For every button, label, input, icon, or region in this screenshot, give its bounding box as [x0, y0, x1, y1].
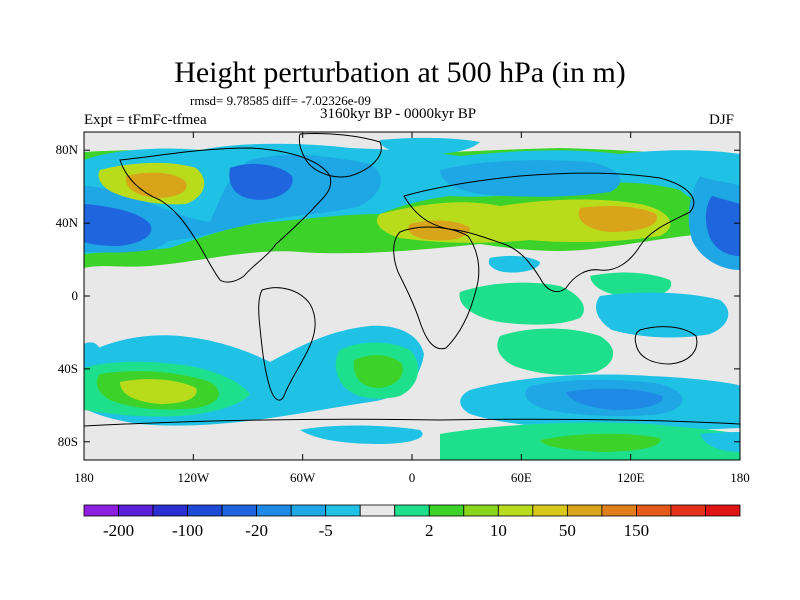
- lat-tick-label: 0: [72, 288, 79, 303]
- height-field: [84, 132, 740, 460]
- contour-nh-blue-east: [440, 160, 621, 197]
- colorbar-label: -100: [172, 521, 203, 540]
- contour-sh-yellow-w: [120, 379, 197, 404]
- colorbar-swatch: [359, 504, 396, 517]
- colorbar-swatch: [152, 504, 188, 517]
- colorbar-swatch: [497, 504, 534, 517]
- lon-tick-label: 120W: [177, 470, 210, 485]
- colorbar-label: -200: [103, 521, 134, 540]
- contour-nh-deep-blue-e: [705, 196, 740, 256]
- lon-tick-label: 120E: [617, 470, 645, 485]
- colorbar-swatch: [463, 504, 499, 517]
- stats-text: rmsd= 9.78585 diff= -7.02326e-09: [190, 93, 371, 108]
- colorbar-label: 150: [624, 521, 650, 540]
- colorbar-swatch: [428, 504, 465, 517]
- contour-trop-green-1: [459, 282, 584, 325]
- experiment-label: Expt = tFmFc-tfmea: [84, 112, 207, 128]
- colorbar-swatch: [83, 504, 119, 517]
- colorbar-swatch: [118, 504, 154, 517]
- colorbar-label: 2: [425, 521, 434, 540]
- contour-sh-green-e: [497, 328, 614, 375]
- colorbar-swatch: [636, 504, 672, 517]
- lon-tick-label: 0: [409, 470, 416, 485]
- lat-tick-label: 80N: [56, 142, 79, 157]
- colorbar-label: -20: [245, 521, 268, 540]
- lon-tick-label: 60E: [511, 470, 532, 485]
- colorbar-swatch: [256, 504, 292, 517]
- contour-nh-deep-blue: [84, 204, 152, 246]
- contour-canada-blue: [229, 163, 293, 200]
- contour-sh-blue-south-w: [300, 425, 423, 444]
- colorbar-swatch: [290, 504, 327, 517]
- lat-tick-label: 80S: [58, 434, 78, 449]
- contour-trop-blue-1: [596, 292, 729, 338]
- contour-sh-lime-south: [540, 433, 661, 452]
- colorbar-swatch: [705, 504, 741, 517]
- contour-sh-small-blue: [84, 342, 100, 359]
- coastlines: [84, 132, 740, 427]
- season-label: DJF: [709, 112, 735, 128]
- colorbar-swatch: [532, 504, 568, 517]
- contour-arctic-light: [380, 137, 480, 155]
- period-label: 3160kyr BP - 0000kyr BP: [320, 106, 477, 122]
- colorbar-swatch: [221, 504, 258, 517]
- colorbar-swatch: [601, 504, 637, 517]
- contour-nh-orange-m: [408, 220, 470, 241]
- axis-ticks: 80N 40N 0 40S 80S 180 120W 60W 0 60E 120E 180: [56, 132, 750, 485]
- lat-tick-label: 40N: [56, 215, 79, 230]
- contour-sh-deep-e: [566, 388, 663, 410]
- colorbar-label: -5: [319, 521, 333, 540]
- colorbar-swatch: [394, 504, 430, 517]
- contour-nh-orange-w: [125, 172, 187, 198]
- colorbar-swatch: [566, 504, 603, 517]
- contour-trop-green-2: [590, 272, 672, 298]
- lon-tick-label: 180: [74, 470, 94, 485]
- map-title: Height perturbation at 500 hPa (in m): [174, 56, 626, 89]
- contour-sh-blue-south-e: [700, 432, 740, 452]
- lon-tick-label: 60W: [290, 470, 316, 485]
- contour-sh-lime-m: [353, 355, 403, 388]
- lon-tick-label: 180: [730, 470, 750, 485]
- colorbar-swatch: [670, 504, 706, 517]
- lat-tick-label: 40S: [58, 361, 78, 376]
- colorbar-swatch: [325, 504, 361, 517]
- colorbar: -200 -100 -20 -5 2 10 50 150: [83, 504, 741, 540]
- colorbar-label: 50: [559, 521, 576, 540]
- contour-nh-orange-e: [578, 206, 657, 232]
- colorbar-label: 10: [490, 521, 507, 540]
- colorbar-swatch: [187, 504, 223, 517]
